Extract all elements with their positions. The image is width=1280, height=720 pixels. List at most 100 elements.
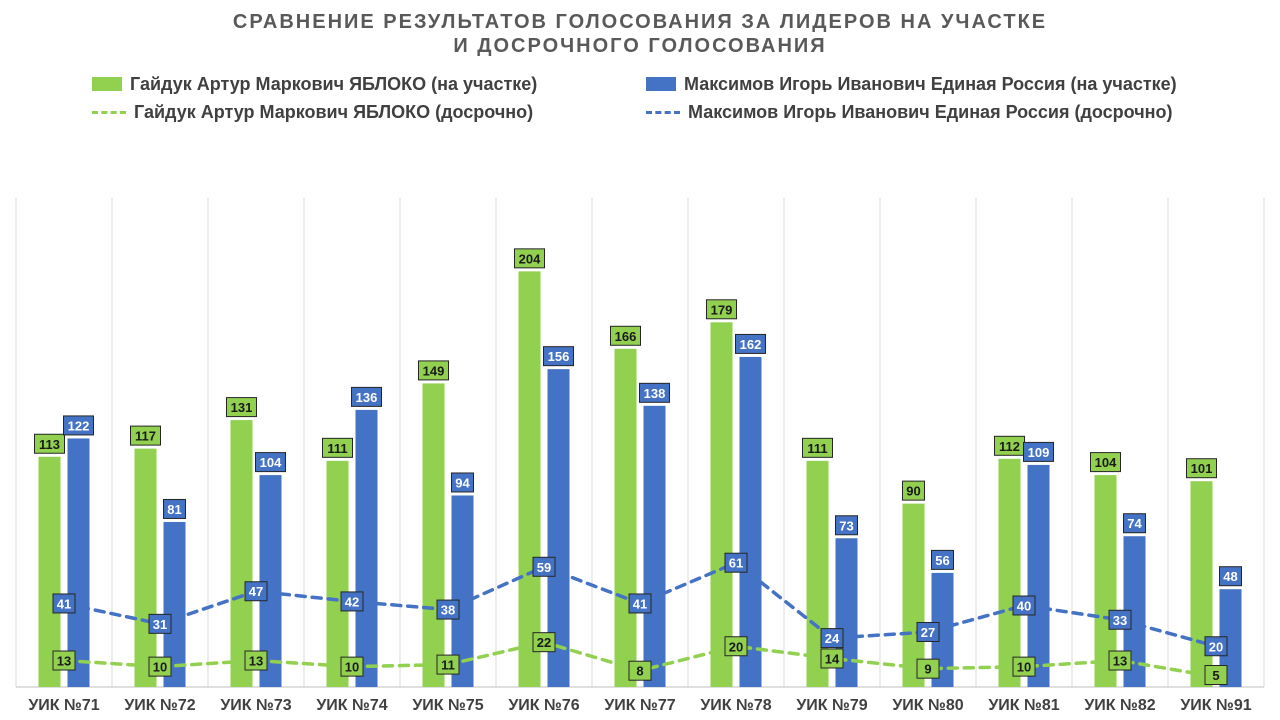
line-value-label: 14	[825, 651, 840, 666]
bar-value-label-box	[34, 433, 65, 454]
bar-value-label-box	[451, 472, 474, 493]
legend-swatch-green-dashed	[92, 110, 126, 114]
line-value-label: 33	[1113, 613, 1127, 628]
line-value-label-box	[820, 628, 844, 649]
line-value-label-box	[1204, 636, 1228, 657]
bar	[739, 356, 762, 687]
bar-value-label: 162	[740, 337, 762, 352]
bar-value-label: 74	[1127, 516, 1142, 531]
line-value-label-box	[916, 658, 940, 679]
bar-value-label: 138	[644, 386, 666, 401]
line-value-label-box	[436, 599, 460, 620]
x-tick-label: УИК №72	[124, 697, 195, 714]
bar	[422, 383, 445, 687]
line-value-label: 13	[57, 654, 71, 669]
bar	[643, 405, 666, 687]
chart-title: СРАВНЕНИЕ РЕЗУЛЬТАТОВ ГОЛОСОВАНИЯ ЗА ЛИД…	[0, 10, 1280, 58]
bar	[355, 409, 378, 687]
x-tick-label: УИК №74	[316, 697, 387, 714]
bar-value-label-box	[130, 425, 161, 446]
line-value-label: 13	[1113, 654, 1127, 669]
bar	[710, 322, 733, 687]
line-value-label-box	[916, 621, 940, 642]
line-value-label: 61	[729, 556, 743, 571]
bar-value-label: 149	[423, 363, 445, 378]
bar-value-label: 73	[839, 518, 853, 533]
bar-value-label-box	[418, 360, 449, 381]
bar-value-label-box	[514, 248, 545, 269]
legend-swatch-green-bar	[92, 77, 122, 91]
bar	[134, 448, 157, 687]
line-value-label-box	[340, 591, 364, 612]
bar-value-label-box	[63, 415, 94, 436]
x-tick-label: УИК №73	[220, 697, 291, 714]
legend-swatch-blue-dashed	[646, 110, 680, 114]
bar-value-label-box	[1023, 441, 1054, 462]
line-value-label: 42	[345, 594, 359, 609]
bar-value-label: 81	[167, 502, 181, 517]
bar-value-label: 48	[1223, 569, 1237, 584]
line-value-label: 8	[636, 664, 643, 679]
bar	[1190, 481, 1213, 687]
line-value-label-box	[52, 650, 76, 671]
line-value-label: 9	[924, 662, 931, 677]
line-value-label-box	[1108, 609, 1132, 630]
bar-value-label: 109	[1028, 445, 1050, 460]
line-value-label: 22	[537, 635, 551, 650]
x-tick-label: УИК №80	[892, 697, 963, 714]
legend-item-maksimov-precinct: Максимов Игорь Иванович Единая Россия (н…	[646, 71, 1177, 97]
legend-swatch-blue-bar	[646, 77, 676, 91]
legend-label: Гайдук Артур Маркович ЯБЛОКО (досрочно)	[134, 101, 534, 122]
line-value-label: 38	[441, 603, 455, 618]
bar	[163, 521, 186, 687]
line-value-label-box	[724, 552, 748, 573]
bar	[1094, 475, 1117, 687]
bar-value-label: 104	[1095, 455, 1117, 470]
line-value-label-box	[532, 632, 556, 653]
bar	[614, 348, 637, 687]
bar-value-label-box	[543, 346, 574, 367]
line-value-label-box	[52, 593, 76, 614]
bar-value-label-box	[1219, 566, 1242, 587]
bar	[1027, 464, 1050, 687]
line-value-label-box	[340, 656, 364, 677]
line-value-label: 47	[249, 584, 263, 599]
bar-value-label: 56	[935, 553, 949, 568]
x-tick-label: УИК №71	[28, 697, 99, 714]
chart-title-line-1: СРАВНЕНИЕ РЕЗУЛЬТАТОВ ГОЛОСОВАНИЯ ЗА ЛИД…	[232, 11, 1048, 33]
bar-value-label-box	[322, 437, 353, 458]
line-value-label-box	[1012, 595, 1036, 616]
bar-value-label-box	[835, 515, 858, 536]
line-value-label-box	[148, 656, 172, 677]
bar-value-label: 117	[135, 429, 156, 444]
x-tick-label: УИК №75	[412, 697, 483, 714]
line-value-label: 5	[1212, 668, 1219, 683]
line-value-label: 24	[825, 631, 840, 646]
bar-value-label-box	[226, 397, 257, 418]
x-tick-label: УИК №77	[604, 697, 675, 714]
line-value-label-box	[628, 660, 652, 681]
bar-value-label: 131	[231, 400, 253, 415]
bar-value-label-box	[735, 333, 766, 354]
bar	[451, 495, 474, 687]
x-tick-label: УИК №82	[1084, 697, 1155, 714]
line-value-label: 31	[153, 617, 167, 632]
line-value-label-box	[244, 581, 268, 602]
bar-value-label: 113	[39, 437, 60, 452]
bar-value-label-box	[931, 549, 954, 570]
bar	[259, 475, 282, 687]
line-value-label: 41	[633, 596, 647, 611]
bar-value-label: 204	[519, 251, 541, 266]
bar	[38, 456, 61, 687]
line-value-label: 41	[57, 596, 71, 611]
bar-value-label-box	[706, 299, 737, 320]
legend-item-gaiduk-early: Гайдук Артур Маркович ЯБЛОКО (досрочно)	[92, 99, 533, 125]
line-value-label-box	[1204, 665, 1228, 685]
line-value-label: 20	[1209, 639, 1223, 654]
bar	[67, 438, 90, 687]
line-value-label-box	[436, 654, 460, 675]
line-value-label-box	[724, 636, 748, 657]
bar-value-label: 94	[455, 475, 470, 490]
